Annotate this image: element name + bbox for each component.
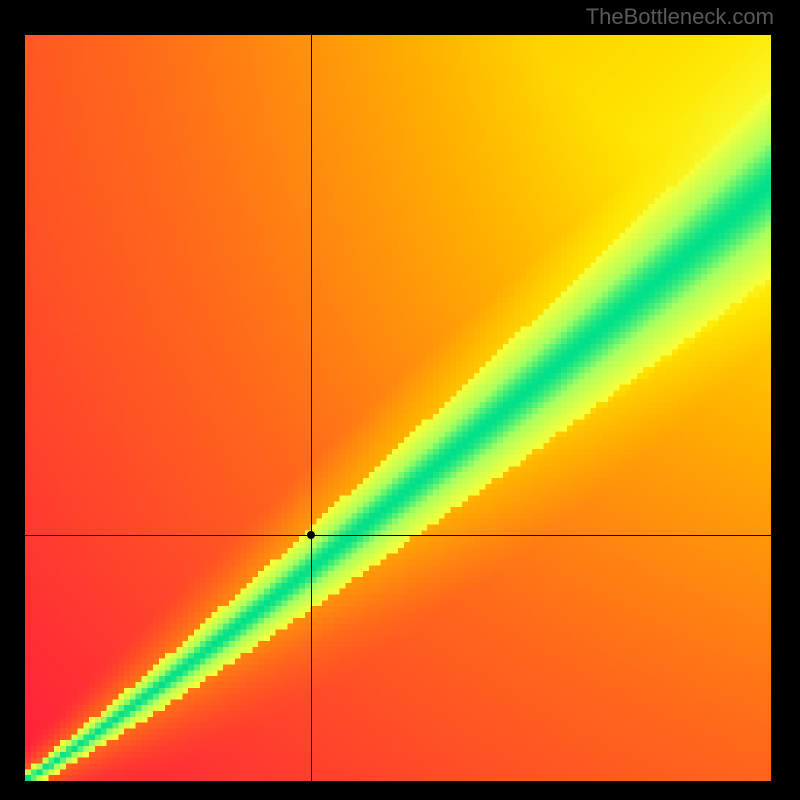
chart-container: TheBottleneck.com bbox=[0, 0, 800, 800]
plot-area bbox=[22, 32, 774, 784]
heatmap-canvas bbox=[25, 35, 771, 781]
crosshair-horizontal bbox=[25, 535, 771, 536]
watermark-text: TheBottleneck.com bbox=[586, 4, 774, 30]
crosshair-vertical bbox=[311, 35, 312, 781]
data-point bbox=[307, 531, 315, 539]
